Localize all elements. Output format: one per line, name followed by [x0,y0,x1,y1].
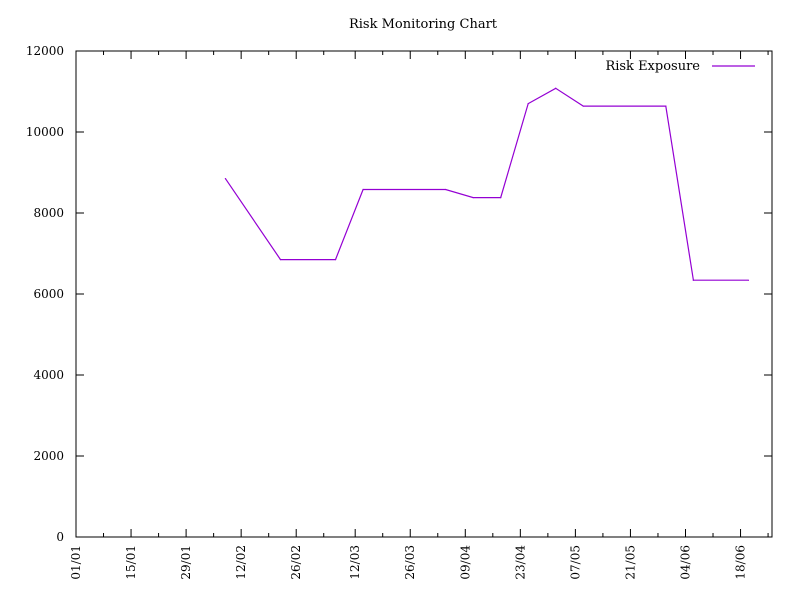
data-point-risk-exposure-1 [279,258,282,261]
x-tick-label-15/01: 15/01 [124,545,138,580]
data-point-risk-exposure-4 [445,188,447,191]
axes: 0 2000 4000 6000 8000 10000 12000 01/01 15/01 29/… [26,44,773,580]
series-layer [224,87,750,281]
x-tick-label-18/06: 18/06 [734,545,748,580]
chart-title: Risk Monitoring Chart [349,17,498,32]
data-point-risk-exposure-2 [334,258,337,261]
y-tick-label-8000: 8000 [33,206,64,220]
data-point-risk-exposure-6 [500,197,502,199]
data-point-risk-exposure-5 [472,197,474,199]
y-tick-label-0: 0 [56,530,64,544]
data-point-risk-exposure-10 [665,105,667,107]
data-point-risk-exposure-9 [582,105,584,107]
data-point-risk-exposure-12 [747,279,750,281]
y-tick-label-6000: 6000 [33,287,64,301]
x-tick-label-26/03: 26/03 [403,545,417,580]
x-tick-label-09/04: 09/04 [458,545,472,580]
data-point-risk-exposure-3 [362,188,364,191]
x-tick-label-21/05: 21/05 [623,545,637,580]
x-tick-label-26/02: 26/02 [289,545,303,580]
data-point-risk-exposure-0 [224,177,227,180]
legend: Risk Exposure [605,59,755,74]
y-tick-label-2000: 2000 [33,449,64,463]
data-point-risk-exposure-8 [555,87,557,89]
data-point-risk-exposure-7 [527,103,529,105]
x-tick-label-12/02: 12/02 [234,545,248,580]
x-tick-label-04/06: 04/06 [678,545,692,580]
x-tick-label-23/04: 23/04 [513,545,527,580]
data-point-risk-exposure-11 [692,279,694,281]
y-tick-label-4000: 4000 [33,368,64,382]
y-tick-label-10000: 10000 [26,125,64,139]
x-tick-label-29/01: 29/01 [179,545,193,580]
x-tick-label-12/03: 12/03 [348,545,362,580]
x-tick-label-07/05: 07/05 [568,545,582,580]
series-line-risk-exposure [224,87,749,281]
legend-label-risk-exposure: Risk Exposure [605,59,700,74]
x-tick-label-01/01: 01/01 [69,545,83,580]
y-tick-label-12000: 12000 [26,44,64,58]
plot-frame [75,50,773,538]
